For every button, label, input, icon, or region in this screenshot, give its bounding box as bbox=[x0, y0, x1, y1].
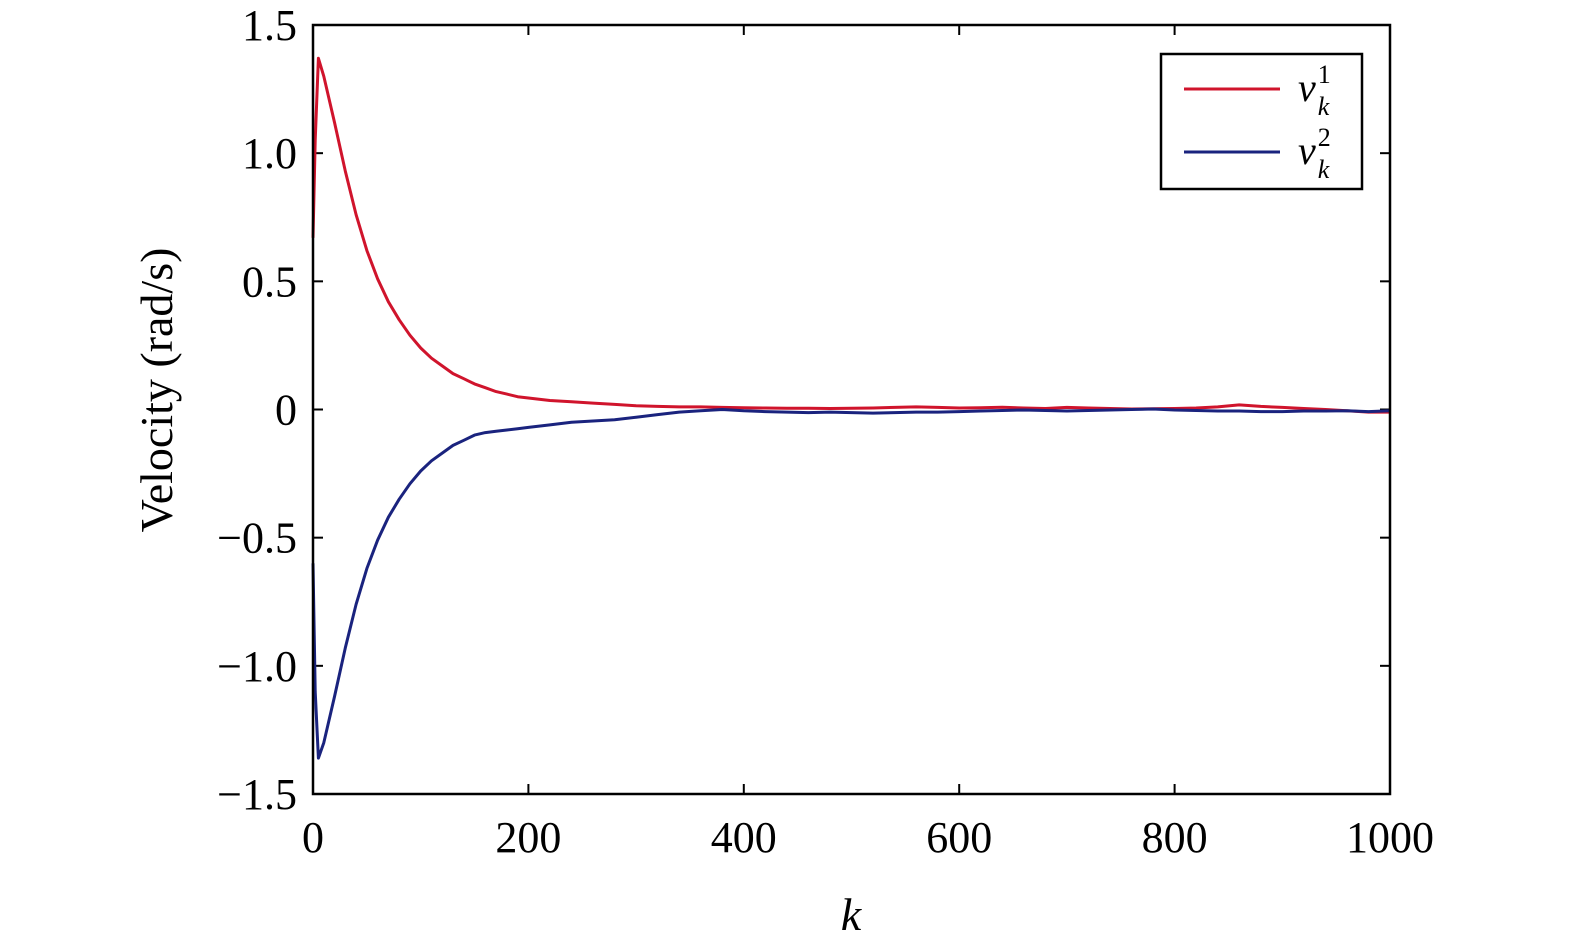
tick-labels: 0 200 400 600 800 1000 −1.5 −1.0 −0.5 0 0.5 1.0 1.5 bbox=[217, 1, 1434, 862]
y-tick-label: 0 bbox=[275, 386, 297, 435]
legend: v1 kv2 k bbox=[1159, 52, 1364, 191]
legend-label-1: v1 k bbox=[1298, 60, 1331, 121]
y-tick-label: −1.5 bbox=[217, 770, 297, 819]
x-tick-label: 1000 bbox=[1346, 813, 1434, 862]
series-line-2 bbox=[311, 407, 1391, 760]
y-axis-title: Velocity (rad/s) bbox=[131, 248, 182, 533]
x-tick-label: 600 bbox=[926, 813, 992, 862]
legend-box bbox=[1159, 52, 1364, 191]
x-axis-title: k bbox=[841, 889, 863, 940]
y-tick-label: 0.5 bbox=[242, 257, 297, 306]
x-tick-label: 200 bbox=[495, 813, 561, 862]
y-tick-label: 1.5 bbox=[242, 1, 297, 50]
y-tick-label: −0.5 bbox=[217, 514, 297, 563]
x-tick-label: 800 bbox=[1142, 813, 1208, 862]
x-tick-label: 400 bbox=[711, 813, 777, 862]
series-lines bbox=[311, 56, 1391, 760]
y-tick-label: −1.0 bbox=[217, 642, 297, 691]
plot-frame bbox=[311, 23, 1392, 796]
plot-area bbox=[311, 23, 1392, 796]
x-tick-label: 0 bbox=[302, 813, 324, 862]
y-tick-label: 1.0 bbox=[242, 129, 297, 178]
legend-label-2: v2 k bbox=[1298, 123, 1331, 184]
